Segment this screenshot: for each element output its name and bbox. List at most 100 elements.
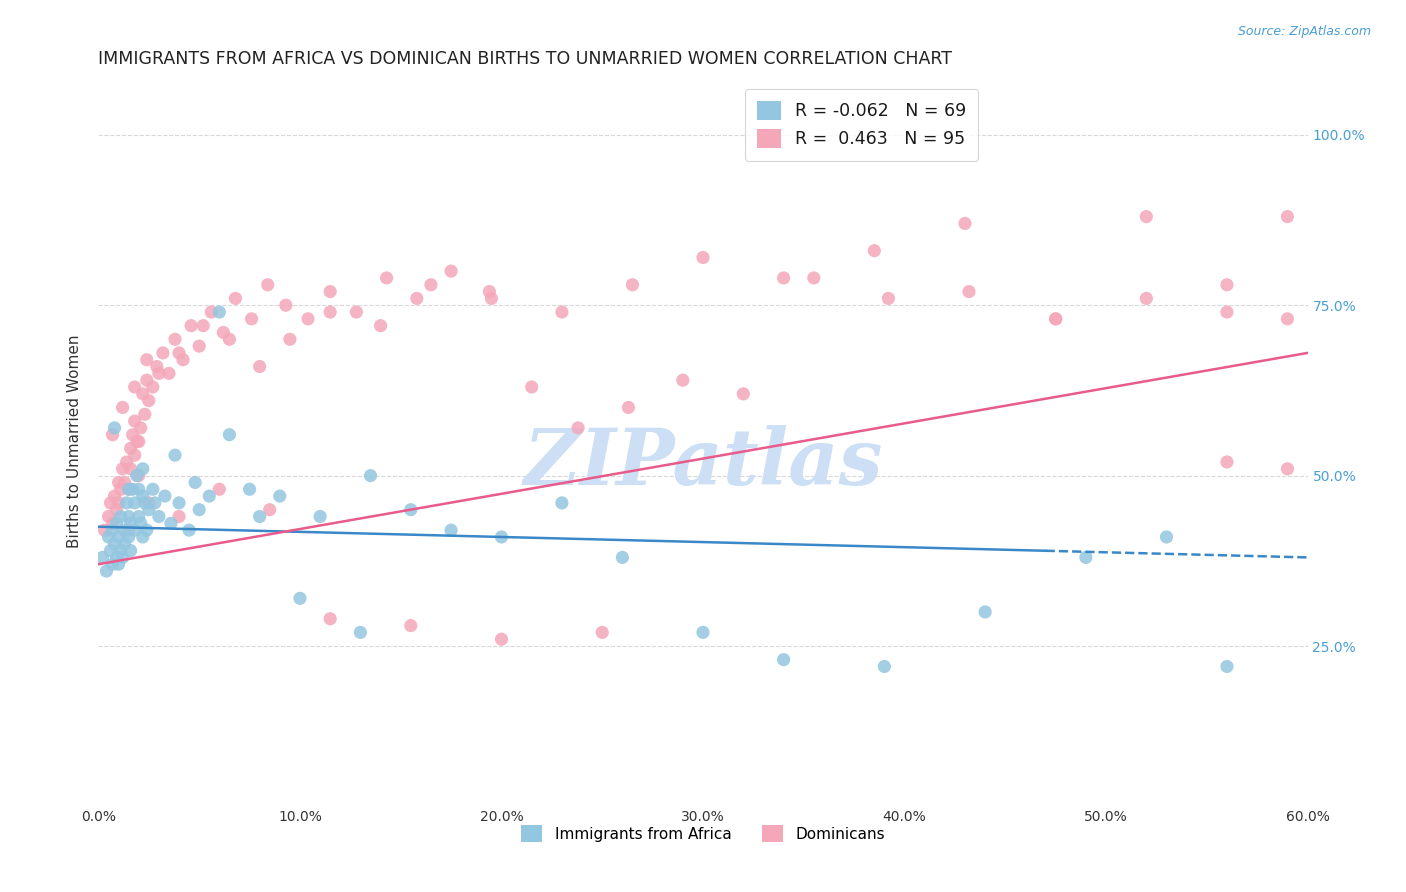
Point [256, 277, 278, 292]
Point [1216, 305, 1239, 319]
Point [107, 558, 129, 572]
Point [1216, 277, 1239, 292]
Point [193, 318, 215, 333]
Point [118, 530, 141, 544]
Point [1277, 462, 1299, 476]
Point [114, 523, 136, 537]
Point [733, 387, 755, 401]
Point [100, 496, 122, 510]
Point [567, 421, 589, 435]
Point [405, 292, 427, 306]
Point [132, 530, 155, 544]
Point [124, 496, 146, 510]
Point [188, 502, 211, 516]
Point [97, 509, 120, 524]
Point [1277, 311, 1299, 326]
Point [125, 468, 148, 483]
Point [491, 530, 513, 544]
Point [478, 285, 501, 299]
Point [118, 482, 141, 496]
Point [1045, 311, 1067, 326]
Point [105, 516, 128, 531]
Point [115, 455, 138, 469]
Y-axis label: Births to Unmarried Women: Births to Unmarried Women [67, 334, 83, 549]
Point [212, 326, 235, 340]
Point [621, 277, 644, 292]
Point [208, 305, 231, 319]
Point [128, 468, 150, 483]
Point [124, 523, 146, 537]
Point [121, 427, 143, 442]
Point [167, 496, 190, 510]
Point [101, 427, 124, 442]
Point [399, 502, 422, 516]
Point [349, 625, 371, 640]
Point [142, 482, 165, 496]
Point [128, 434, 150, 449]
Point [180, 318, 202, 333]
Point [143, 496, 166, 510]
Point [1045, 311, 1067, 326]
Point [249, 509, 271, 524]
Point [128, 509, 150, 524]
Text: Source: ZipAtlas.com: Source: ZipAtlas.com [1237, 25, 1371, 38]
Point [259, 502, 281, 516]
Point [672, 373, 695, 387]
Legend: Immigrants from Africa, Dominicans: Immigrants from Africa, Dominicans [513, 817, 893, 849]
Point [132, 489, 155, 503]
Point [100, 543, 122, 558]
Point [1277, 210, 1299, 224]
Point [692, 625, 714, 640]
Point [132, 462, 155, 476]
Point [138, 502, 160, 516]
Point [617, 401, 640, 415]
Point [103, 489, 125, 503]
Point [481, 292, 503, 306]
Point [115, 496, 138, 510]
Point [163, 448, 186, 462]
Point [148, 509, 170, 524]
Point [1216, 455, 1239, 469]
Point [551, 496, 574, 510]
Point [172, 352, 194, 367]
Point [269, 489, 291, 503]
Point [134, 496, 156, 510]
Point [288, 591, 311, 606]
Point [107, 475, 129, 490]
Point [135, 523, 157, 537]
Point [420, 277, 443, 292]
Point [953, 216, 976, 230]
Point [612, 550, 634, 565]
Point [179, 523, 201, 537]
Point [110, 543, 132, 558]
Point [167, 346, 190, 360]
Point [877, 292, 900, 306]
Point [399, 618, 422, 632]
Point [863, 244, 886, 258]
Point [93, 523, 115, 537]
Point [111, 401, 134, 415]
Point [132, 387, 155, 401]
Point [167, 509, 190, 524]
Point [319, 285, 342, 299]
Point [153, 489, 176, 503]
Point [120, 516, 142, 531]
Point [124, 448, 146, 462]
Point [239, 482, 262, 496]
Point [152, 346, 174, 360]
Point [360, 468, 382, 483]
Point [309, 509, 332, 524]
Point [129, 421, 152, 435]
Point [692, 251, 714, 265]
Point [1135, 292, 1157, 306]
Point [803, 271, 825, 285]
Point [120, 462, 142, 476]
Point [120, 543, 142, 558]
Point [873, 659, 896, 673]
Point [107, 530, 129, 544]
Point [103, 537, 125, 551]
Point [114, 475, 136, 490]
Point [97, 530, 120, 544]
Point [274, 298, 297, 312]
Point [957, 285, 980, 299]
